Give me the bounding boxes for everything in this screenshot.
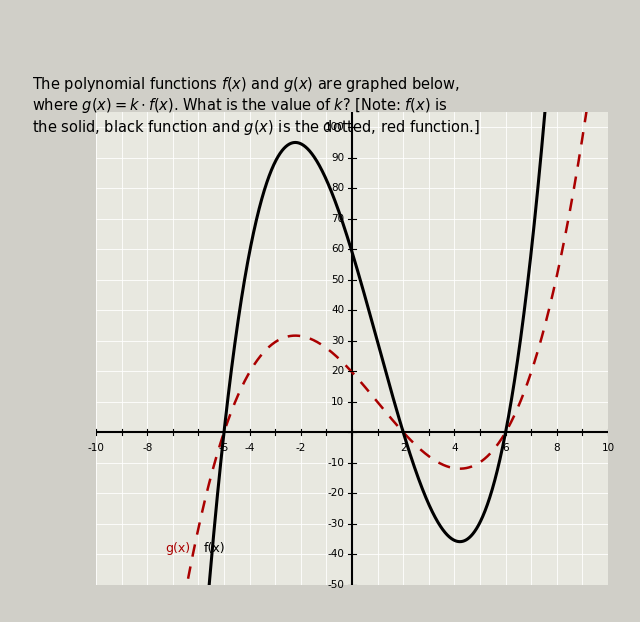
Text: The polynomial functions $f(x)$ and $g(x)$ are graphed below,
where $g(x) = k \c: The polynomial functions $f(x)$ and $g(x… — [32, 75, 480, 137]
Text: 2: 2 — [400, 443, 406, 453]
Text: 20: 20 — [331, 366, 344, 376]
Text: -10: -10 — [328, 458, 344, 468]
Text: -10: -10 — [88, 443, 104, 453]
Text: -2: -2 — [296, 443, 306, 453]
Text: -50: -50 — [328, 580, 344, 590]
Text: 40: 40 — [331, 305, 344, 315]
Text: f(x): f(x) — [204, 542, 225, 555]
Text: 80: 80 — [331, 183, 344, 193]
Text: 70: 70 — [331, 214, 344, 224]
Text: 8: 8 — [554, 443, 560, 453]
Text: 100: 100 — [324, 122, 344, 132]
Text: 30: 30 — [331, 336, 344, 346]
Text: 90: 90 — [331, 153, 344, 163]
Text: -5: -5 — [219, 443, 229, 453]
Text: 10: 10 — [331, 397, 344, 407]
Text: 50: 50 — [331, 275, 344, 285]
Text: 4: 4 — [451, 443, 458, 453]
Text: 10: 10 — [602, 443, 614, 453]
Text: g(x): g(x) — [165, 542, 190, 555]
Text: 6: 6 — [502, 443, 509, 453]
Text: -4: -4 — [244, 443, 255, 453]
Text: -40: -40 — [328, 549, 344, 559]
Text: 60: 60 — [331, 244, 344, 254]
Text: -30: -30 — [328, 519, 344, 529]
Text: -8: -8 — [142, 443, 152, 453]
Text: -20: -20 — [328, 488, 344, 498]
